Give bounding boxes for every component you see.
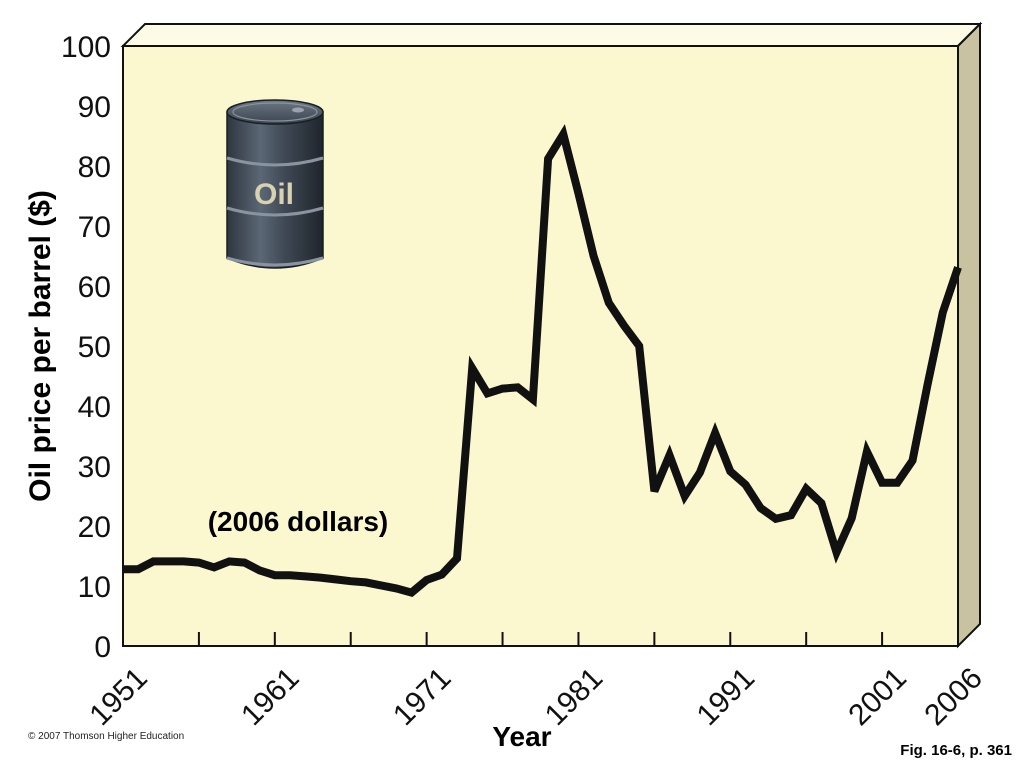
data-point xyxy=(289,574,291,576)
plot-top-face xyxy=(120,23,983,47)
data-point xyxy=(168,560,170,562)
data-point xyxy=(152,560,154,562)
data-point xyxy=(441,574,443,576)
y-tick-label: 30 xyxy=(78,451,111,484)
data-point xyxy=(335,578,337,580)
data-point xyxy=(243,562,245,564)
data-point xyxy=(259,569,261,571)
y-tick-label: 100 xyxy=(61,31,111,64)
axis-ticks xyxy=(197,632,884,646)
data-point xyxy=(684,495,686,497)
data-point xyxy=(593,255,595,257)
data-point xyxy=(729,470,731,472)
data-point xyxy=(274,574,276,576)
y-tick-label: 80 xyxy=(78,151,111,184)
units-annotation: (2006 dollars) xyxy=(208,506,389,537)
data-point xyxy=(213,566,215,568)
data-point xyxy=(471,367,473,369)
x-tick-label: 1971 xyxy=(387,662,458,733)
data-point xyxy=(502,388,504,390)
barrel-label: Oil xyxy=(254,178,294,211)
plot-side-face xyxy=(957,21,981,649)
data-point xyxy=(319,577,321,579)
data-point xyxy=(653,490,655,492)
data-point xyxy=(365,581,367,583)
data-point xyxy=(532,398,534,400)
figure-reference: Fig. 16-6, p. 361 xyxy=(900,742,1012,759)
data-point xyxy=(836,551,838,553)
data-point xyxy=(775,518,777,520)
data-point xyxy=(881,482,883,484)
data-point xyxy=(547,158,549,160)
y-tick-label: 60 xyxy=(78,271,111,304)
data-point xyxy=(517,386,519,388)
data-point xyxy=(805,488,807,490)
y-tick-label: 40 xyxy=(78,391,111,424)
data-point xyxy=(608,302,610,304)
data-point xyxy=(137,568,139,570)
data-point xyxy=(623,325,625,327)
data-point xyxy=(562,133,564,135)
y-tick-labels: 0 10 20 30 40 50 60 70 80 90 100 xyxy=(61,31,111,664)
data-point xyxy=(669,454,671,456)
data-point xyxy=(820,502,822,504)
data-point xyxy=(577,193,579,195)
y-axis-title: Oil price per barrel ($) xyxy=(24,190,57,502)
y-tick-label: 50 xyxy=(78,331,111,364)
data-point xyxy=(927,383,929,385)
oil-barrel-icon: Oil xyxy=(226,99,324,269)
copyright-notice: © 2007 Thomson Higher Education xyxy=(28,731,185,742)
x-tick-label: 1961 xyxy=(235,662,306,733)
data-point xyxy=(911,460,913,462)
data-point xyxy=(942,311,944,313)
y-tick-label: 90 xyxy=(78,91,111,124)
data-point xyxy=(122,568,124,570)
data-point xyxy=(638,345,640,347)
y-tick-label: 10 xyxy=(78,571,111,604)
data-point xyxy=(228,560,230,562)
data-point xyxy=(380,584,382,586)
data-point xyxy=(456,557,458,559)
data-point xyxy=(304,575,306,577)
data-point xyxy=(714,432,716,434)
data-point xyxy=(410,592,412,594)
data-point xyxy=(744,484,746,486)
x-tick-label: 2001 xyxy=(842,662,913,733)
data-point xyxy=(198,562,200,564)
data-point xyxy=(851,517,853,519)
x-tick-label: 2006 xyxy=(918,662,989,733)
data-point xyxy=(395,587,397,589)
data-point xyxy=(760,507,762,509)
y-tick-label: 20 xyxy=(78,511,111,544)
data-point xyxy=(957,266,959,268)
data-point xyxy=(699,472,701,474)
x-tick-label: 1951 xyxy=(83,662,154,733)
data-point xyxy=(790,514,792,516)
x-axis-title: Year xyxy=(492,721,551,752)
data-point xyxy=(486,392,488,394)
data-point xyxy=(183,560,185,562)
data-point xyxy=(866,451,868,453)
data-point xyxy=(350,580,352,582)
data-points xyxy=(122,133,959,594)
data-point xyxy=(426,579,428,581)
data-point xyxy=(896,482,898,484)
series-line-oil-price xyxy=(123,124,962,598)
x-tick-label: 1991 xyxy=(691,662,762,733)
y-tick-label: 70 xyxy=(78,211,111,244)
y-tick-label: 0 xyxy=(94,631,111,664)
